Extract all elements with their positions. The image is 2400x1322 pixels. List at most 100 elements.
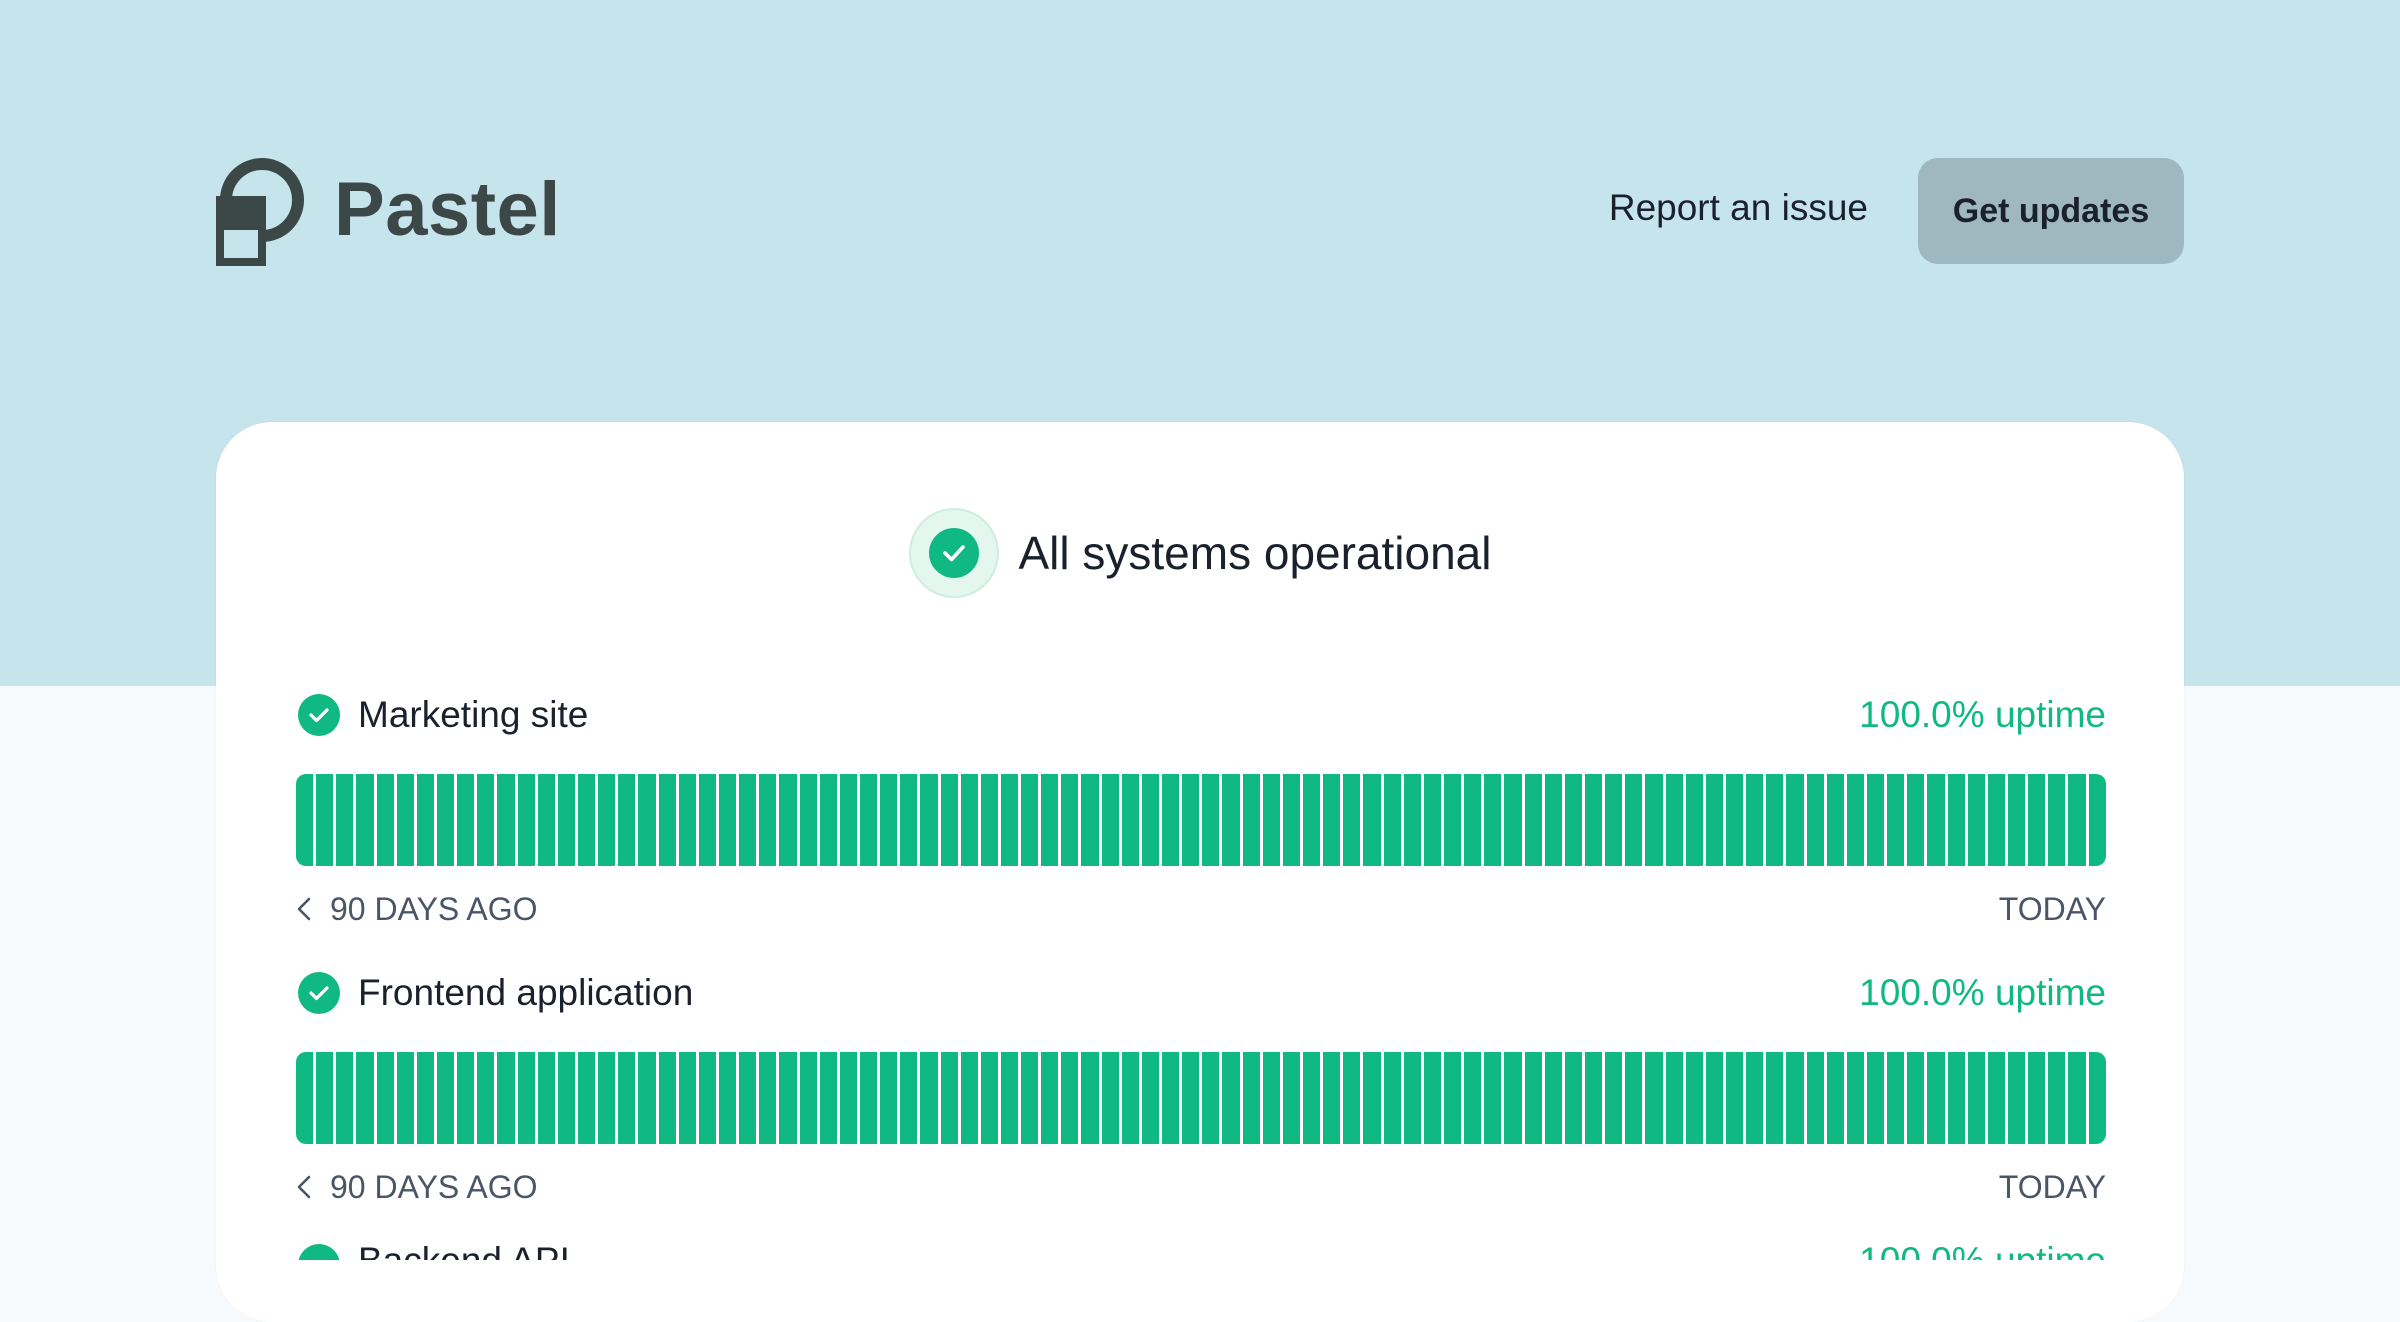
uptime-day-bar[interactable] [1222,774,1240,866]
uptime-day-bar[interactable] [2028,774,2046,866]
uptime-day-bar[interactable] [416,1052,434,1144]
uptime-day-bar[interactable] [1685,774,1703,866]
uptime-day-bar[interactable] [799,774,817,866]
uptime-day-bar[interactable] [920,1052,938,1144]
uptime-day-bar[interactable] [1887,1052,1905,1144]
uptime-day-bar[interactable] [577,774,596,866]
uptime-day-bar[interactable] [1343,1052,1361,1144]
uptime-day-bar[interactable] [1202,774,1220,866]
uptime-day-bar[interactable] [1242,774,1260,866]
uptime-day-bar[interactable] [698,1052,716,1144]
uptime-day-bar[interactable] [1444,774,1462,866]
uptime-day-bar[interactable] [819,774,837,866]
uptime-day-bar[interactable] [1403,1052,1421,1144]
uptime-day-bar[interactable] [1907,774,1925,866]
uptime-day-bar[interactable] [1947,1052,1965,1144]
uptime-day-bar[interactable] [638,1052,656,1144]
uptime-day-bar[interactable] [2007,774,2026,866]
uptime-day-bar[interactable] [1323,774,1341,866]
uptime-day-bar[interactable] [940,774,958,866]
uptime-day-bar[interactable] [900,1052,918,1144]
uptime-day-bar[interactable] [759,1052,777,1144]
uptime-day-bar[interactable] [2048,774,2066,866]
uptime-day-bar[interactable] [1645,1052,1663,1144]
uptime-day-bar[interactable] [436,1052,455,1144]
uptime-day-bar[interactable] [1585,774,1603,866]
uptime-day-bar[interactable] [1000,774,1019,866]
uptime-day-bar[interactable] [1041,774,1059,866]
uptime-day-bar[interactable] [1484,1052,1502,1144]
uptime-day-bar[interactable] [618,1052,636,1144]
logo[interactable]: Pastel [214,152,561,268]
uptime-day-bar[interactable] [1705,1052,1723,1144]
uptime-day-bar[interactable] [2048,1052,2066,1144]
uptime-day-bar[interactable] [1987,774,2005,866]
uptime-day-bar[interactable] [577,1052,596,1144]
uptime-day-bar[interactable] [1504,774,1522,866]
uptime-day-bar[interactable] [2088,1052,2106,1144]
report-issue-link[interactable]: Report an issue [1608,187,1868,228]
uptime-day-bar[interactable] [1182,774,1200,866]
uptime-day-bar[interactable] [698,774,716,866]
uptime-day-bar[interactable] [1846,1052,1864,1144]
uptime-day-bar[interactable] [859,774,878,866]
uptime-day-bar[interactable] [1041,1052,1059,1144]
uptime-day-bar[interactable] [1303,1052,1321,1144]
uptime-day-bar[interactable] [1927,1052,1945,1144]
uptime-day-bar[interactable] [557,774,575,866]
uptime-day-bar[interactable] [1061,774,1079,866]
uptime-day-bar[interactable] [1725,1052,1744,1144]
uptime-day-bar[interactable] [1141,1052,1160,1144]
uptime-day-bar[interactable] [638,774,656,866]
uptime-day-bar[interactable] [356,1052,374,1144]
uptime-day-bar[interactable] [517,1052,535,1144]
uptime-day-bar[interactable] [1121,1052,1139,1144]
uptime-day-bar[interactable] [960,774,978,866]
uptime-day-bar[interactable] [1967,774,1985,866]
uptime-day-bar[interactable] [1423,774,1442,866]
uptime-day-bar[interactable] [1081,1052,1099,1144]
uptime-day-bar[interactable] [1262,1052,1280,1144]
uptime-day-bar[interactable] [1363,1052,1381,1144]
uptime-day-bar[interactable] [1423,1052,1442,1144]
uptime-day-bar[interactable] [1101,774,1119,866]
uptime-day-bar[interactable] [658,1052,676,1144]
uptime-day-bar[interactable] [497,1052,515,1144]
uptime-day-bar[interactable] [980,774,998,866]
uptime-day-bar[interactable] [940,1052,958,1144]
uptime-day-bar[interactable] [1786,774,1804,866]
uptime-day-bar[interactable] [1383,774,1401,866]
uptime-day-bar[interactable] [1665,1052,1683,1144]
uptime-day-bar[interactable] [1625,774,1643,866]
uptime-day-bar[interactable] [1242,1052,1260,1144]
uptime-day-bar[interactable] [1182,1052,1200,1144]
uptime-day-bar[interactable] [1141,774,1160,866]
uptime-day-bar[interactable] [1262,774,1280,866]
uptime-day-bar[interactable] [880,1052,898,1144]
uptime-day-bar[interactable] [1544,1052,1562,1144]
uptime-day-bar[interactable] [2028,1052,2046,1144]
uptime-day-bar[interactable] [537,1052,555,1144]
uptime-day-bar[interactable] [1585,1052,1603,1144]
uptime-day-bar[interactable] [2007,1052,2026,1144]
uptime-day-bar[interactable] [1464,1052,1482,1144]
uptime-day-bar[interactable] [2068,774,2086,866]
uptime-day-bar[interactable] [1987,1052,2005,1144]
uptime-day-bar[interactable] [1806,1052,1824,1144]
uptime-day-bar[interactable] [1625,1052,1643,1144]
uptime-day-bar[interactable] [1907,1052,1925,1144]
uptime-day-bar[interactable] [1162,1052,1180,1144]
uptime-day-bar[interactable] [416,774,434,866]
uptime-day-bar[interactable] [1725,774,1744,866]
uptime-day-bar[interactable] [1766,1052,1784,1144]
uptime-day-bar[interactable] [1866,1052,1885,1144]
uptime-day-bar[interactable] [316,1052,334,1144]
uptime-day-bar[interactable] [1504,1052,1522,1144]
uptime-day-bar[interactable] [336,1052,354,1144]
uptime-day-bar[interactable] [678,1052,696,1144]
uptime-day-bar[interactable] [1403,774,1421,866]
uptime-day-bar[interactable] [1967,1052,1985,1144]
uptime-day-bar[interactable] [1685,1052,1703,1144]
uptime-day-bar[interactable] [537,774,555,866]
uptime-day-bar[interactable] [376,1052,394,1144]
